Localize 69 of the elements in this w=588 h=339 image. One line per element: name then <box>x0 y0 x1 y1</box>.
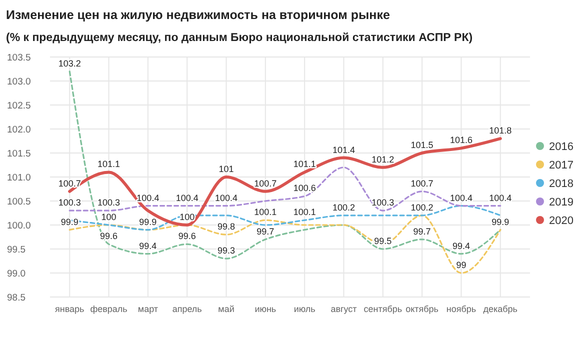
data-label: 99.9 <box>492 216 510 227</box>
x-tick-label: сентябрь <box>364 304 402 314</box>
data-label: 100.7 <box>58 178 81 188</box>
data-label: 100.7 <box>254 178 277 188</box>
y-tick-label: 100.0 <box>7 220 31 232</box>
chart-title: Изменение цен на жилую недвижимость на вторичном рынке <box>6 8 390 22</box>
data-label: 101.1 <box>98 159 120 170</box>
data-label: 100.4 <box>489 192 512 203</box>
data-label: 101.5 <box>410 140 434 150</box>
data-label: 101.1 <box>293 159 316 170</box>
x-tick-label: март <box>138 304 158 314</box>
data-label: 100.3 <box>98 198 120 208</box>
legend-label: 2019 <box>549 196 574 208</box>
data-label: 101.4 <box>332 144 356 155</box>
data-label: 100.3 <box>372 198 394 208</box>
x-tick-label: февраль <box>90 304 128 314</box>
data-label: 99.8 <box>217 222 236 232</box>
x-tick-label: май <box>218 304 234 314</box>
data-label: 101.8 <box>489 126 512 136</box>
data-label: 99.3 <box>217 246 236 256</box>
data-label: 100.4 <box>176 192 198 203</box>
data-label: 99 <box>456 260 466 270</box>
y-tick-label: 98.5 <box>7 292 26 304</box>
legend-label: 2018 <box>549 178 574 190</box>
data-label: 101.2 <box>372 154 394 164</box>
data-label: 99.4 <box>452 240 470 251</box>
y-tick-label: 102.5 <box>7 100 31 112</box>
data-label: 99.4 <box>139 240 157 251</box>
data-label: 99.6 <box>178 231 196 242</box>
x-tick-label: июль <box>294 304 316 314</box>
x-tick-label: октябрь <box>406 304 439 314</box>
data-label: 99.6 <box>100 231 118 242</box>
y-tick-label: 102.0 <box>7 124 31 136</box>
y-tick-label: 101.5 <box>7 148 31 160</box>
x-tick-label: апрель <box>172 304 202 314</box>
data-label: 101.6 <box>450 135 472 146</box>
y-tick-label: 99.5 <box>7 244 26 256</box>
x-tick-label: январь <box>55 304 85 314</box>
data-label: 100.1 <box>293 207 316 218</box>
legend-label: 2020 <box>549 214 574 227</box>
x-tick-label: июнь <box>254 304 276 314</box>
y-tick-label: 103.0 <box>7 76 31 88</box>
data-label: 100.2 <box>410 202 434 212</box>
x-tick-label: декабрь <box>483 304 518 314</box>
x-tick-label: август <box>330 304 357 314</box>
data-label: 99.7 <box>413 226 431 236</box>
data-label: 99.9 <box>139 216 157 227</box>
data-label: 101 <box>218 164 234 174</box>
legend-label: 2016 <box>549 140 574 153</box>
x-tick-label: ноябрь <box>446 304 476 314</box>
data-label: 100.6 <box>293 183 316 194</box>
data-label: 100.4 <box>136 192 160 203</box>
y-tick-label: 99.0 <box>7 268 26 280</box>
data-label: 100.7 <box>410 178 434 188</box>
data-label: 100 <box>101 212 116 222</box>
data-label: 99.5 <box>374 236 392 246</box>
y-tick-label: 101.0 <box>7 172 31 184</box>
data-label: 100.1 <box>254 207 277 218</box>
legend-label: 2017 <box>549 159 574 172</box>
data-label: 100.4 <box>214 192 238 203</box>
data-label: 99.7 <box>256 226 274 236</box>
data-label: 100.4 <box>450 192 472 203</box>
y-tick-label: 103.5 <box>7 52 31 64</box>
y-tick-label: 100.5 <box>7 196 31 208</box>
chart-subtitle: (% к предыдущему месяцу, по данным Бюро национальной статистики АСПР РК) <box>6 32 473 44</box>
data-label: 100.3 <box>58 198 81 208</box>
data-label: 103.2 <box>58 58 81 68</box>
data-label: 99.9 <box>60 216 78 227</box>
data-label: 100.2 <box>332 202 356 212</box>
